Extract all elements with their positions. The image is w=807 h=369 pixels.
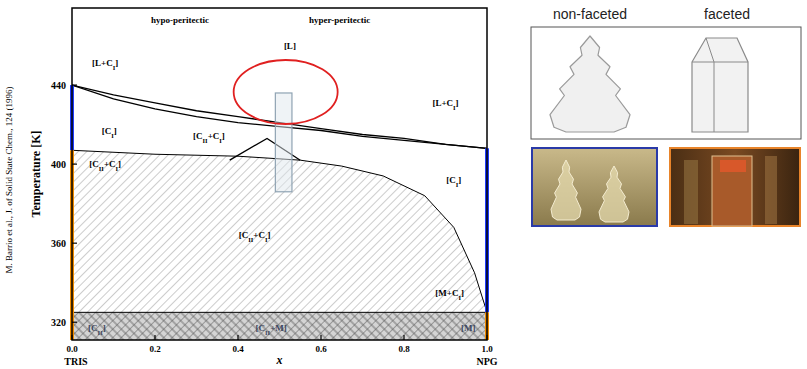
region-label: [L+CI] bbox=[432, 98, 458, 111]
x-tick bbox=[403, 335, 404, 340]
photo-crystal bbox=[765, 156, 777, 224]
facet-edge bbox=[714, 62, 715, 132]
region-label: [CI] bbox=[102, 126, 117, 139]
panel-label: faceted bbox=[704, 6, 750, 22]
component-label: NPG bbox=[476, 356, 497, 367]
label-part: [M] bbox=[461, 323, 476, 333]
x-tick-label: 1.0 bbox=[481, 344, 493, 354]
label-part: +C bbox=[208, 131, 220, 141]
y-tick-label: 320 bbox=[51, 317, 66, 328]
region-label: [CII+CI] bbox=[89, 159, 121, 172]
label-part: ] bbox=[118, 159, 121, 169]
y-tick-label: 360 bbox=[51, 238, 66, 249]
faceted-photo bbox=[670, 148, 800, 226]
highlight-box bbox=[275, 93, 292, 192]
region-label: [CII+M] bbox=[256, 323, 287, 336]
drawing-box bbox=[531, 27, 801, 139]
y-tick-label: 440 bbox=[51, 80, 66, 91]
dendrite-drawing bbox=[550, 36, 630, 132]
x-tick bbox=[486, 335, 487, 340]
photo-dendrite bbox=[551, 160, 581, 220]
y-tick bbox=[72, 243, 77, 244]
highlight-ellipse bbox=[234, 60, 338, 124]
y-axis-label: Temperature [K] bbox=[29, 131, 43, 218]
x-axis-label: x bbox=[276, 353, 283, 367]
label-part: +C bbox=[104, 159, 116, 169]
region-label: [L] bbox=[284, 41, 296, 51]
label-part: ] bbox=[114, 126, 117, 136]
label-part: [L+C bbox=[432, 98, 453, 108]
label-part: hyper-peritectic bbox=[309, 15, 370, 25]
region-label: [M] bbox=[461, 323, 476, 333]
label-part: ] bbox=[267, 230, 270, 240]
region-label: hyper-peritectic bbox=[309, 15, 370, 25]
photo-crystal bbox=[684, 160, 698, 224]
label-part: ] bbox=[115, 58, 118, 68]
label-part: [L] bbox=[284, 41, 296, 51]
label-part: +M] bbox=[270, 323, 287, 333]
panel-label: non-faceted bbox=[553, 6, 627, 22]
y-tick-label: 400 bbox=[51, 159, 66, 170]
non-faceted-photo bbox=[532, 148, 657, 226]
phase-region bbox=[72, 312, 487, 340]
label-part: hypo-peritectic bbox=[151, 15, 209, 25]
faceted-crystal-drawing bbox=[692, 38, 748, 132]
x-tick bbox=[154, 335, 155, 340]
figure: 320 360 400 440 0.0 0.2 0.4 0.6 0.8 1.0 TRIS NPG x Te… bbox=[0, 0, 807, 369]
label-part: [C bbox=[446, 175, 456, 185]
x-tick-label: 0.4 bbox=[232, 344, 244, 354]
photo-dendrite bbox=[599, 166, 629, 222]
region-label: [CII] bbox=[88, 323, 106, 336]
x-tick-label: 0.2 bbox=[149, 344, 161, 354]
x-tick bbox=[320, 335, 321, 340]
label-part: ] bbox=[458, 175, 461, 185]
label-part: +C bbox=[253, 230, 265, 240]
y-tick bbox=[72, 84, 77, 85]
label-part: [M+C bbox=[435, 288, 458, 298]
x-tick-label: 0.0 bbox=[66, 344, 78, 354]
region-label: [L+CI] bbox=[92, 58, 118, 71]
label-part: [C bbox=[193, 131, 203, 141]
label-part: ] bbox=[222, 131, 225, 141]
label-part: ] bbox=[461, 288, 464, 298]
component-label: TRIS bbox=[64, 356, 88, 367]
x-tick-label: 0.6 bbox=[315, 344, 327, 354]
label-part: [C bbox=[256, 323, 266, 333]
label-part: [C bbox=[88, 323, 98, 333]
x-tick-label: 0.8 bbox=[398, 344, 410, 354]
label-part: [L+C bbox=[92, 58, 113, 68]
citation: M. Barrio et al., J. of Solid State Chem… bbox=[4, 87, 14, 274]
label-part: [C bbox=[102, 126, 112, 136]
phase-boundary bbox=[72, 312, 487, 313]
photo-crystal bbox=[712, 156, 752, 226]
x-tick bbox=[237, 335, 238, 340]
region-label: [CII+CI] bbox=[193, 131, 225, 144]
region-label: hypo-peritectic bbox=[151, 15, 209, 25]
plot-frame bbox=[72, 8, 487, 340]
label-part: [C bbox=[89, 159, 99, 169]
facet-edge bbox=[692, 62, 748, 63]
plot-background bbox=[72, 8, 487, 340]
photo-crystal-glow bbox=[720, 160, 746, 172]
label-part: [C bbox=[239, 230, 249, 240]
facet-edge bbox=[706, 38, 714, 62]
label-part: ] bbox=[103, 323, 106, 333]
x-tick bbox=[71, 335, 72, 340]
label-part: ] bbox=[456, 98, 459, 108]
region-label: [CI] bbox=[446, 175, 461, 188]
region-label: [CII+CI] bbox=[239, 230, 271, 243]
y-tick bbox=[72, 322, 77, 323]
y-tick bbox=[72, 164, 77, 165]
region-label: [M+CI] bbox=[435, 288, 464, 301]
